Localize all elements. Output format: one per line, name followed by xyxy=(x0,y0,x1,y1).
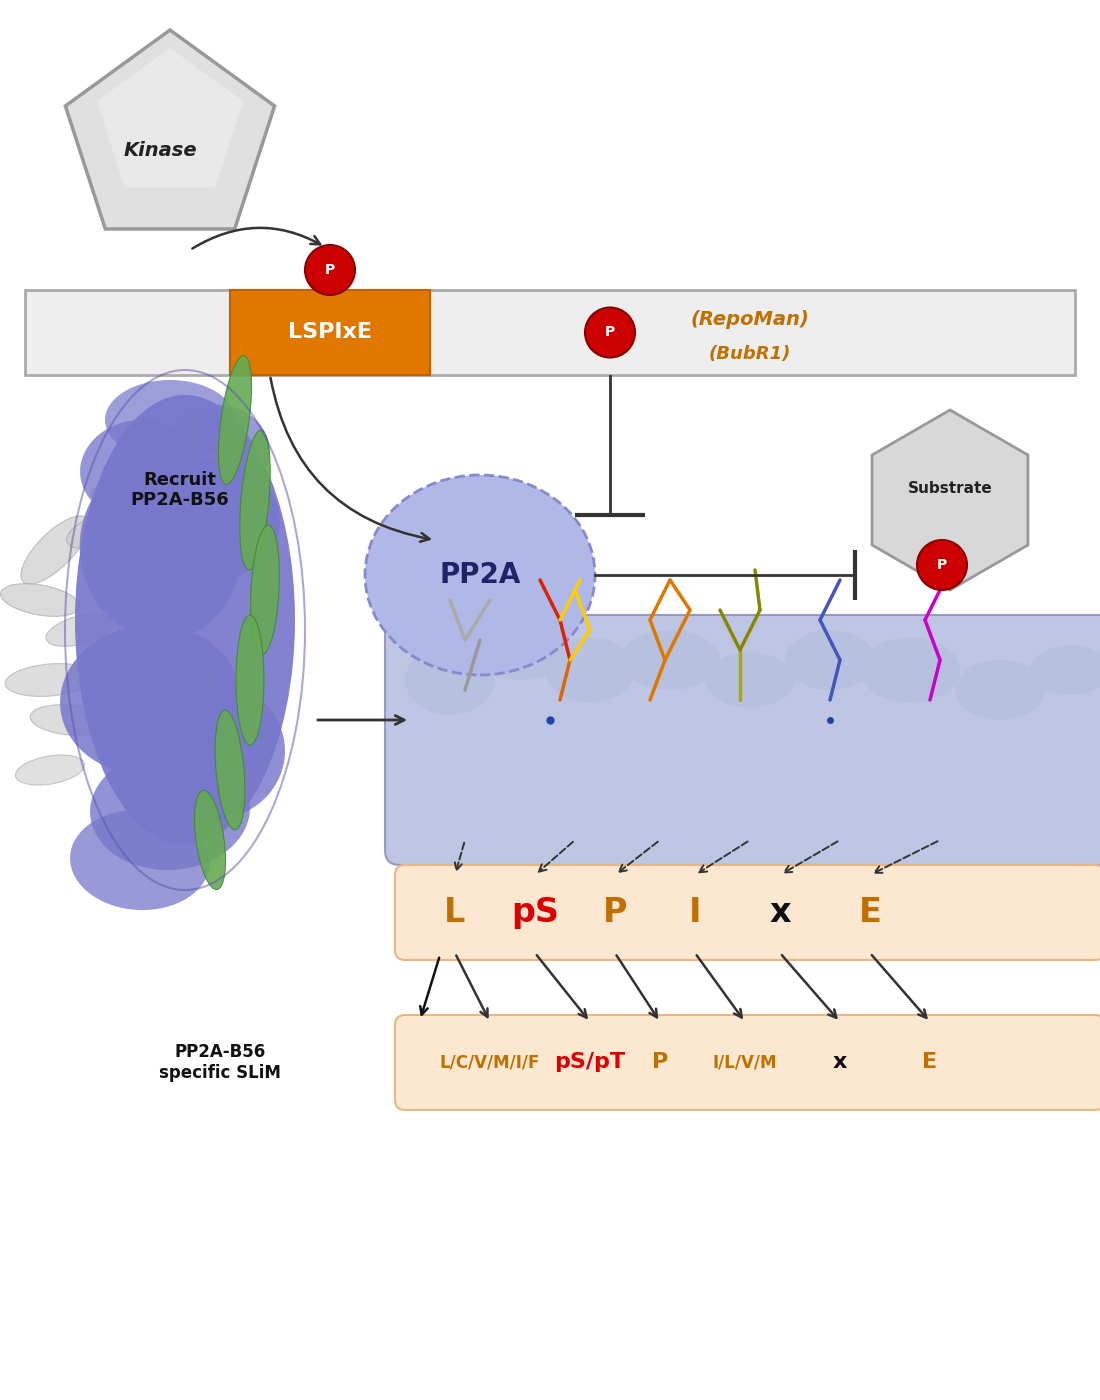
Polygon shape xyxy=(230,290,430,375)
Text: Recruit
PP2A-B56: Recruit PP2A-B56 xyxy=(131,470,230,510)
Text: L/C/V/M/I/F: L/C/V/M/I/F xyxy=(440,1053,540,1071)
Text: P: P xyxy=(605,326,615,340)
Ellipse shape xyxy=(1030,645,1100,694)
Ellipse shape xyxy=(90,750,250,869)
Text: I/L/V/M: I/L/V/M xyxy=(713,1053,778,1071)
Ellipse shape xyxy=(785,630,874,690)
Text: P: P xyxy=(652,1053,668,1072)
Text: Kinase: Kinase xyxy=(123,140,197,160)
Ellipse shape xyxy=(80,420,200,519)
Ellipse shape xyxy=(79,461,240,640)
Ellipse shape xyxy=(544,637,635,703)
Text: I: I xyxy=(689,896,702,930)
Polygon shape xyxy=(97,48,243,188)
Ellipse shape xyxy=(236,615,264,745)
Text: PP2A: PP2A xyxy=(439,561,520,589)
Ellipse shape xyxy=(955,659,1045,720)
FancyBboxPatch shape xyxy=(395,865,1100,960)
Ellipse shape xyxy=(6,664,95,696)
Ellipse shape xyxy=(135,680,285,820)
FancyBboxPatch shape xyxy=(395,1015,1100,1110)
Ellipse shape xyxy=(251,525,279,655)
Ellipse shape xyxy=(240,430,271,570)
Text: LSPIxE: LSPIxE xyxy=(288,322,372,343)
Text: x: x xyxy=(769,896,791,930)
Text: pS: pS xyxy=(512,896,559,930)
Polygon shape xyxy=(872,410,1027,589)
Ellipse shape xyxy=(365,475,595,675)
Text: Substrate: Substrate xyxy=(908,480,992,496)
FancyArrowPatch shape xyxy=(271,378,429,542)
Text: (BubR1): (BubR1) xyxy=(708,344,791,363)
Ellipse shape xyxy=(67,511,133,549)
Text: P: P xyxy=(603,896,627,930)
Text: pS/pT: pS/pT xyxy=(554,1053,626,1072)
Text: E: E xyxy=(923,1053,937,1072)
Ellipse shape xyxy=(21,515,89,584)
Ellipse shape xyxy=(46,613,114,647)
Ellipse shape xyxy=(216,710,245,830)
Circle shape xyxy=(305,245,355,295)
Ellipse shape xyxy=(15,755,85,785)
Circle shape xyxy=(917,540,967,589)
Ellipse shape xyxy=(170,405,270,496)
Circle shape xyxy=(585,308,635,357)
Ellipse shape xyxy=(91,486,150,514)
Ellipse shape xyxy=(104,379,235,461)
Text: L: L xyxy=(444,896,465,930)
Text: x: x xyxy=(833,1053,847,1072)
Ellipse shape xyxy=(140,461,279,580)
Text: P: P xyxy=(937,559,947,573)
Ellipse shape xyxy=(70,811,210,910)
Ellipse shape xyxy=(705,652,795,707)
Text: E: E xyxy=(859,896,881,930)
Text: PP2A-B56
specific SLiM: PP2A-B56 specific SLiM xyxy=(160,1043,280,1082)
FancyBboxPatch shape xyxy=(385,615,1100,865)
Text: P: P xyxy=(324,263,336,277)
FancyArrowPatch shape xyxy=(192,228,320,249)
Ellipse shape xyxy=(620,630,721,690)
Ellipse shape xyxy=(195,791,226,889)
Ellipse shape xyxy=(860,637,960,703)
Ellipse shape xyxy=(30,704,110,735)
Text: (RepoMan): (RepoMan) xyxy=(691,311,810,329)
FancyBboxPatch shape xyxy=(25,290,1075,375)
Ellipse shape xyxy=(0,584,79,616)
Polygon shape xyxy=(65,29,275,230)
Ellipse shape xyxy=(75,395,295,846)
Ellipse shape xyxy=(470,620,570,680)
Ellipse shape xyxy=(405,645,495,715)
Ellipse shape xyxy=(219,356,252,484)
Ellipse shape xyxy=(60,624,240,776)
